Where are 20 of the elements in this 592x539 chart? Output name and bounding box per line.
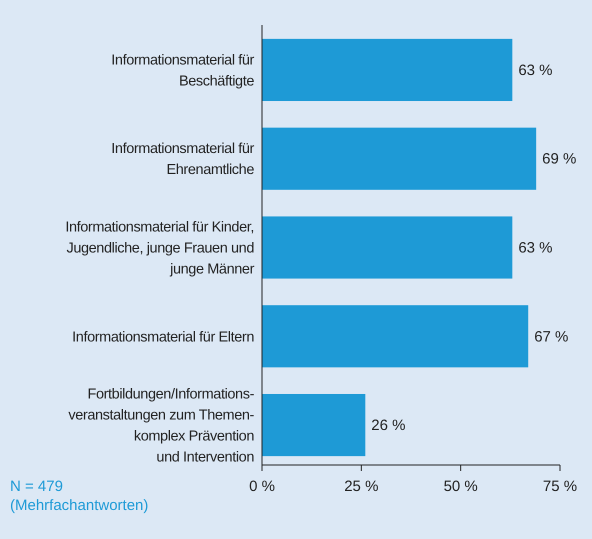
data-label: 67 % [534, 328, 568, 346]
x-tick-label: 75 % [542, 478, 578, 495]
y-tick-label: Fortbildungen/Informations- veranstaltungen zum Themen- komplex Prävention und Intervention [68, 386, 255, 466]
x-tick-label: 50 % [444, 478, 478, 495]
y-tick-label: Informationsmaterial für Kinder, Jugendliche, junge Frauen und junge Männer [65, 220, 255, 278]
x-tick-label: 0 % [249, 478, 275, 495]
y-tick-label: Informationsmaterial für Beschäftigte [111, 52, 255, 90]
bar [262, 305, 528, 368]
text: N = 479 (Mehrfachantworten) [10, 478, 148, 514]
data-label: 69 % [542, 150, 576, 168]
data-label: 63 % [518, 62, 553, 79]
y-tick-label: Informationsmaterial für Eltern [72, 329, 254, 346]
y-tick-label: Informationsmaterial für Ehrenamtliche [111, 141, 255, 178]
bar [262, 128, 536, 190]
bar [262, 394, 366, 456]
x-tick-label: 25 % [344, 478, 378, 495]
bar [262, 216, 512, 279]
data-label: 63 % [518, 240, 553, 256]
data-label: 26 % [371, 417, 406, 434]
bar [262, 38, 512, 102]
